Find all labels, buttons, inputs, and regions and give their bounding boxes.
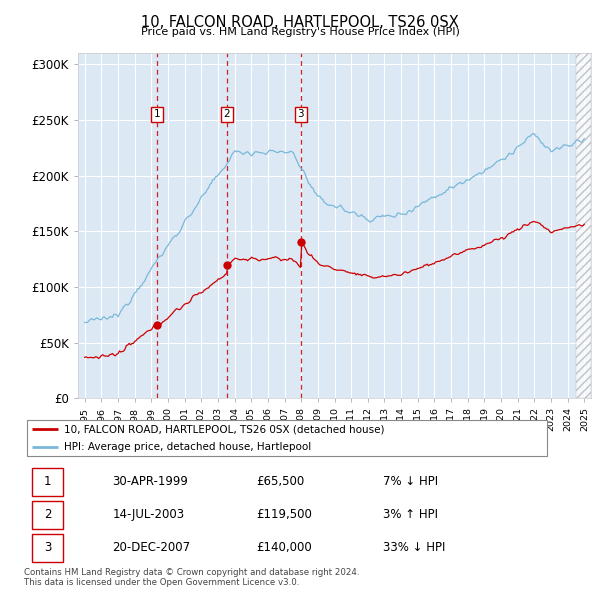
Text: HPI: Average price, detached house, Hartlepool: HPI: Average price, detached house, Hart… — [64, 442, 311, 452]
Text: 1: 1 — [154, 109, 160, 119]
Text: 20-DEC-2007: 20-DEC-2007 — [112, 541, 190, 555]
Text: 2: 2 — [44, 508, 51, 522]
Text: Price paid vs. HM Land Registry's House Price Index (HPI): Price paid vs. HM Land Registry's House … — [140, 27, 460, 37]
FancyBboxPatch shape — [32, 534, 62, 562]
Text: 10, FALCON ROAD, HARTLEPOOL, TS26 0SX: 10, FALCON ROAD, HARTLEPOOL, TS26 0SX — [141, 15, 459, 30]
Text: 14-JUL-2003: 14-JUL-2003 — [112, 508, 184, 522]
Text: 3% ↑ HPI: 3% ↑ HPI — [383, 508, 438, 522]
Bar — [576, 53, 591, 398]
Text: £119,500: £119,500 — [256, 508, 312, 522]
Text: 2: 2 — [224, 109, 230, 119]
Text: 3: 3 — [298, 109, 304, 119]
Text: 1: 1 — [44, 475, 51, 489]
Text: 33% ↓ HPI: 33% ↓ HPI — [383, 541, 445, 555]
FancyBboxPatch shape — [32, 501, 62, 529]
FancyBboxPatch shape — [26, 419, 547, 457]
Text: 3: 3 — [44, 541, 51, 555]
Text: 10, FALCON ROAD, HARTLEPOOL, TS26 0SX (detached house): 10, FALCON ROAD, HARTLEPOOL, TS26 0SX (d… — [64, 424, 384, 434]
Text: 7% ↓ HPI: 7% ↓ HPI — [383, 475, 438, 489]
Text: Contains HM Land Registry data © Crown copyright and database right 2024.
This d: Contains HM Land Registry data © Crown c… — [24, 568, 359, 587]
Text: 30-APR-1999: 30-APR-1999 — [112, 475, 188, 489]
FancyBboxPatch shape — [32, 468, 62, 496]
Text: £65,500: £65,500 — [256, 475, 304, 489]
Text: £140,000: £140,000 — [256, 541, 311, 555]
